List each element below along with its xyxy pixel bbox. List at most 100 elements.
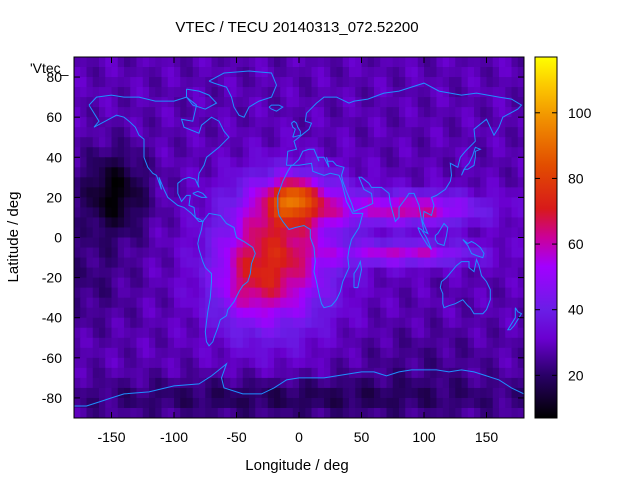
heat-cell (324, 357, 331, 369)
heat-cell (280, 127, 288, 138)
heat-cell (492, 57, 500, 68)
heat-cell (367, 217, 375, 229)
heat-cell (355, 327, 363, 339)
heat-cell (455, 67, 463, 78)
heat-cell (386, 377, 394, 389)
heat-cell (230, 287, 238, 299)
heat-cell (342, 187, 350, 198)
heat-cell (130, 327, 138, 339)
heat-cell (436, 277, 444, 289)
heat-cell (124, 107, 131, 118)
heat-cell (349, 357, 356, 369)
heat-cell (336, 187, 344, 198)
heat-cell (242, 347, 250, 359)
heat-cell (492, 177, 500, 188)
heat-cell (436, 237, 444, 249)
heat-cell (386, 297, 394, 309)
heat-cell (392, 377, 400, 389)
heat-cell (411, 97, 419, 108)
heat-cell (361, 237, 369, 249)
heat-cell (430, 77, 438, 88)
heat-cell (436, 267, 444, 279)
heat-cell (224, 297, 231, 309)
heat-cell (136, 137, 144, 148)
heat-cell (305, 97, 313, 108)
heat-cell (342, 227, 350, 239)
heat-cell (511, 287, 519, 299)
heat-cell (386, 77, 394, 88)
heat-cell (136, 97, 144, 108)
heat-cell (136, 197, 144, 209)
heat-cell (467, 297, 475, 309)
heat-cell (280, 67, 288, 78)
heat-cell (455, 107, 463, 118)
heat-cell (211, 247, 219, 259)
heat-cell (355, 287, 363, 299)
heat-cell (311, 317, 319, 329)
heat-cell (217, 357, 225, 369)
heat-cell (86, 87, 94, 98)
heat-cell (117, 77, 125, 88)
heat-cell (130, 377, 138, 389)
heat-cell (205, 57, 213, 68)
heat-cell (486, 197, 494, 209)
heat-cell (205, 377, 213, 389)
heat-cell (74, 217, 81, 229)
heat-cell (86, 167, 94, 178)
heat-cell (186, 337, 194, 349)
heat-cell (180, 207, 188, 219)
heat-cell (99, 377, 106, 389)
heat-cell (474, 287, 481, 299)
heat-cell (411, 187, 419, 198)
heat-cell (449, 277, 456, 289)
heat-cell (505, 377, 513, 389)
heat-cell (517, 107, 524, 118)
heat-cell (336, 377, 344, 389)
heat-cell (86, 237, 94, 249)
heat-cell (111, 407, 119, 418)
heat-cell (411, 87, 419, 98)
heat-cell (236, 67, 244, 78)
heat-cell (442, 147, 450, 158)
heat-cell (280, 267, 288, 279)
heat-cell (230, 267, 238, 279)
heat-cell (292, 307, 300, 319)
heat-cell (474, 77, 481, 88)
heat-cell (499, 57, 506, 68)
heat-cell (380, 57, 388, 68)
heat-cell (505, 177, 513, 188)
heat-cell (374, 197, 381, 209)
heat-cell (174, 207, 181, 219)
heat-cell (167, 157, 175, 168)
heat-cell (192, 137, 200, 148)
heat-cell (274, 177, 281, 188)
heat-cell (99, 217, 106, 229)
heat-cell (155, 207, 163, 219)
heat-cell (211, 97, 219, 108)
heat-cell (511, 127, 519, 138)
heat-cell (399, 97, 406, 108)
heat-cell (155, 167, 163, 178)
heat-cell (205, 177, 213, 188)
heat-cell (261, 387, 269, 399)
heat-cell (149, 247, 156, 259)
heat-cell (124, 317, 131, 329)
heat-cell (149, 357, 156, 369)
heat-cell (286, 197, 294, 209)
heat-cell (136, 397, 144, 409)
heat-cell (511, 407, 519, 418)
heat-cell (205, 127, 213, 138)
heat-cell (386, 317, 394, 329)
heat-cell (186, 127, 194, 138)
heat-cell (336, 77, 344, 88)
heat-cell (380, 357, 388, 369)
heat-cell (455, 387, 463, 399)
heat-cell (511, 377, 519, 389)
heat-cell (311, 157, 319, 168)
heat-cell (255, 257, 263, 269)
heat-cell (430, 107, 438, 118)
heat-cell (386, 407, 394, 418)
heat-cell (261, 157, 269, 168)
heat-cell (274, 277, 281, 289)
heat-cell (492, 187, 500, 198)
